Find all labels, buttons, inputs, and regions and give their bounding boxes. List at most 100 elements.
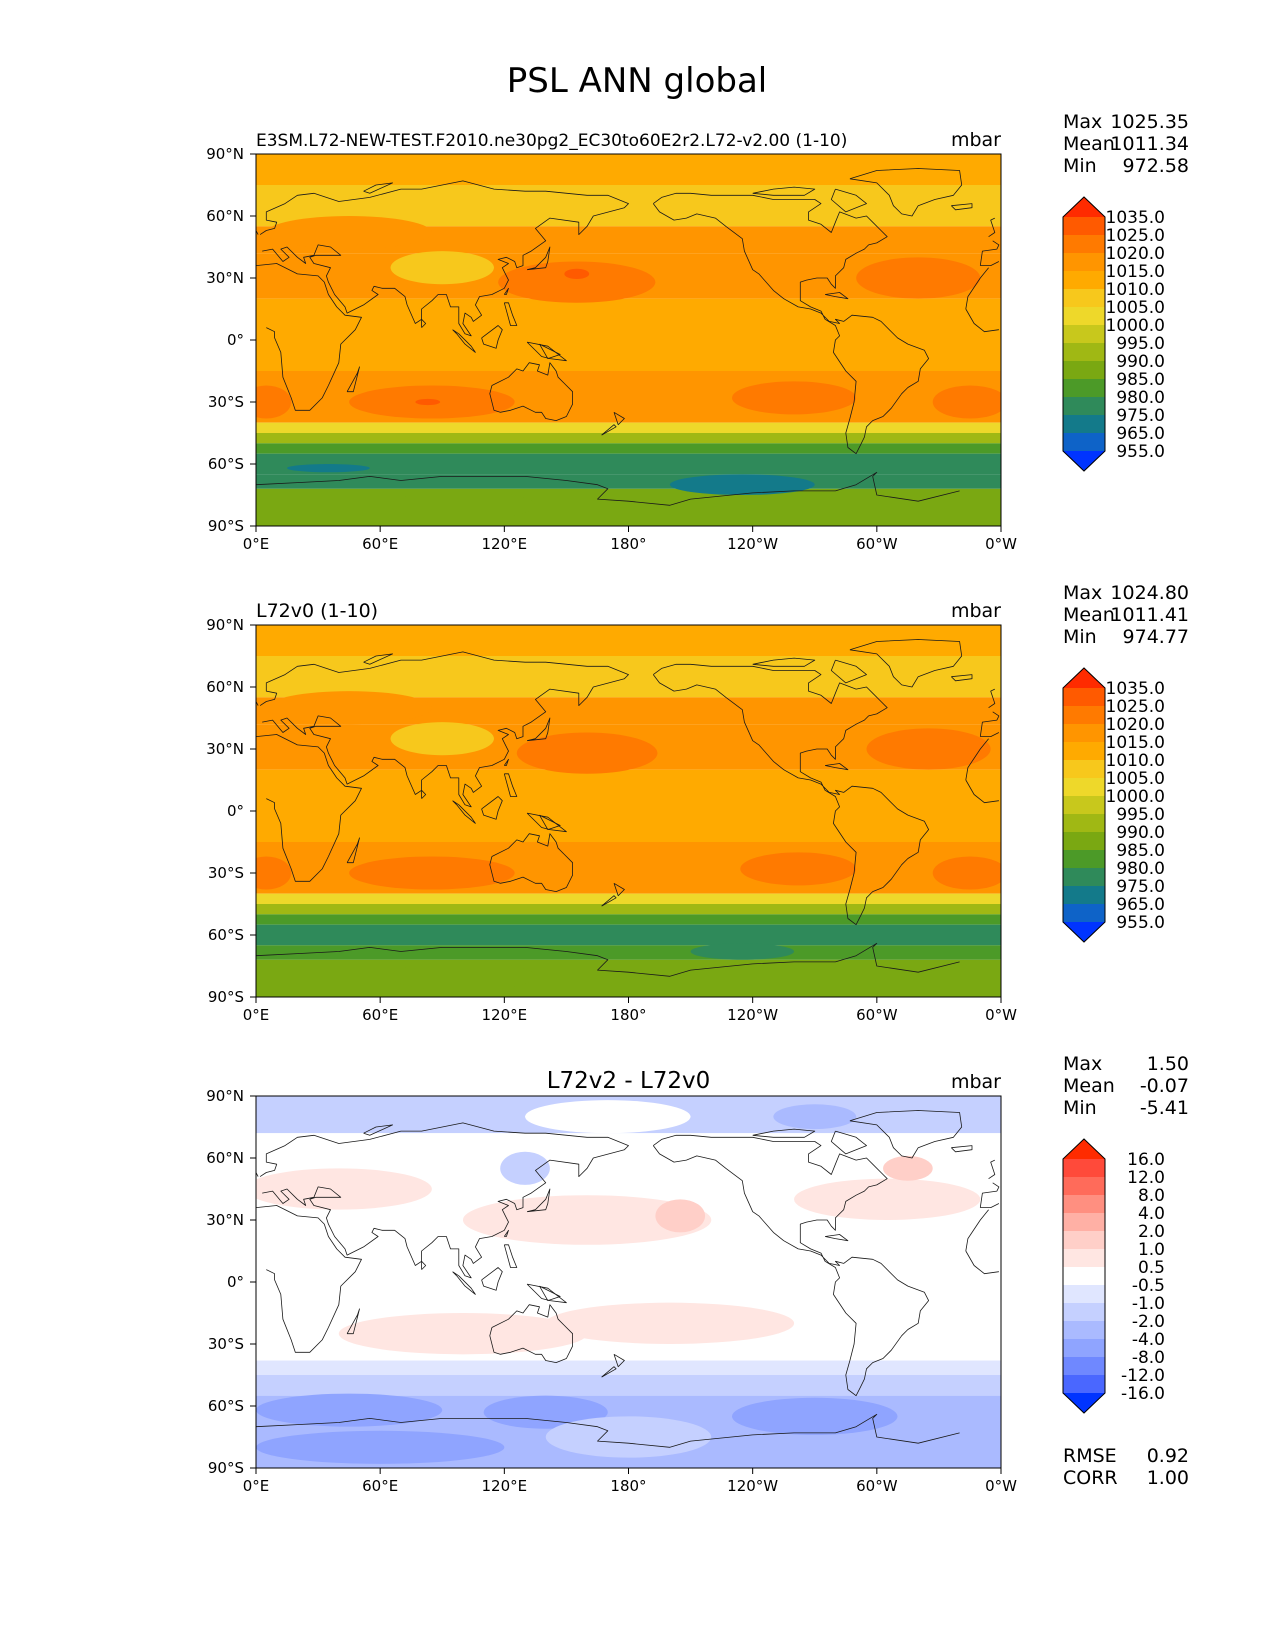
- coastlines: [256, 1110, 1000, 1448]
- lon-tick-label: 120°W: [727, 1006, 778, 1024]
- field-band: [256, 443, 1001, 454]
- lon-tick-label: 180°: [610, 1006, 646, 1024]
- lon-tick-label: 120°W: [727, 535, 778, 553]
- lat-tick-label: 60°N: [206, 678, 244, 696]
- lat-tick-label: 0°: [227, 802, 244, 820]
- field-band: [256, 474, 1001, 489]
- coastline: [421, 1260, 427, 1270]
- coastline: [346, 1308, 360, 1335]
- stat-value: 974.77: [1123, 626, 1189, 648]
- colorbar-bin: [1063, 1231, 1105, 1250]
- coastlines: [256, 168, 1000, 506]
- field-contour-region: [564, 268, 590, 280]
- colorbar-bin: [1063, 307, 1105, 326]
- colorbar-tick-label: 980.0: [1116, 859, 1165, 879]
- field-band: [256, 1375, 1001, 1396]
- field-contour-region: [287, 464, 370, 473]
- colorbar-tick-label: 975.0: [1116, 877, 1165, 897]
- lat-tick-label: 0°: [227, 331, 244, 349]
- colorbar-tick-label: -4.0: [1132, 1330, 1165, 1350]
- lat-tick-label: 30°S: [208, 864, 244, 882]
- panel-reference: 90°N 60°N 30°N 0° 30°S 60°S 90°S0°E 60°E 120°E 18…: [206, 582, 1189, 1024]
- field-contour-region: [525, 1100, 691, 1134]
- colorbar-tick-label: 980.0: [1116, 388, 1165, 408]
- colorbar-tick-label: 965.0: [1116, 424, 1165, 444]
- field-contour-region: [731, 1397, 898, 1435]
- field-contour-region: [669, 474, 815, 495]
- panel-difference: 90°N 60°N 30°N 0° 30°S 60°S 90°S0°E 60°E 120°E 18…: [206, 1053, 1189, 1495]
- colorbar-tick-label: 1.0: [1138, 1240, 1165, 1260]
- colorbar-tick-label: -16.0: [1121, 1384, 1165, 1404]
- coastline: [628, 1413, 960, 1448]
- stat-value: 1011.34: [1110, 133, 1189, 155]
- coastline: [979, 711, 1000, 737]
- lon-tick-label: 60°W: [856, 1006, 898, 1024]
- coastline: [452, 800, 476, 824]
- colorbar-bin: [1063, 1213, 1105, 1232]
- coastline: [489, 1304, 573, 1363]
- field-band: [256, 453, 1001, 475]
- coastline: [830, 188, 867, 213]
- stat-label: RMSE: [1063, 1445, 1117, 1467]
- stat-value: 1024.80: [1110, 582, 1189, 604]
- coastline: [988, 688, 996, 709]
- colorbar-tick-label: 985.0: [1116, 841, 1165, 861]
- coastline: [526, 1283, 567, 1304]
- field-band: [256, 959, 1001, 997]
- field-contour-region: [932, 385, 1001, 419]
- field-contour-region: [390, 251, 494, 285]
- field-contour-region: [256, 1430, 505, 1464]
- coastline: [527, 717, 551, 742]
- colorbar-tick-label: 1015.0: [1106, 733, 1165, 753]
- colorbar-extend-min: [1063, 451, 1105, 471]
- colorbar-tick-label: 995.0: [1116, 805, 1165, 825]
- coastline: [849, 168, 963, 217]
- coastline: [363, 182, 394, 194]
- colorbar-tick-label: 1025.0: [1106, 697, 1165, 717]
- field-band: [256, 298, 1001, 371]
- field-contour-region: [462, 1195, 712, 1245]
- panels: 90°N60°N30°N0°30°S60°S90°S0°E 60°E 120°E 18…: [206, 111, 1189, 1495]
- coastline: [965, 308, 999, 333]
- lat-tick-label: 60°S: [208, 455, 244, 473]
- colorbar-bin: [1063, 1339, 1105, 1358]
- colorbar: 16.012.08.04.02.01.00.5-0.5-1.0-2.0-4.0-…: [1062, 1138, 1165, 1414]
- coastline: [421, 318, 427, 328]
- colorbar-bin: [1063, 760, 1105, 779]
- lon-tick-label: 60°E: [362, 535, 398, 553]
- colorbar-tick-label: 1005.0: [1106, 769, 1165, 789]
- field-contour-region: [856, 257, 981, 299]
- lon-tick-label: 120°W: [727, 1477, 778, 1495]
- coastline: [503, 1229, 509, 1237]
- lat-tick-label: 90°S: [208, 517, 244, 535]
- coastline: [752, 186, 816, 196]
- field-contour-region: [498, 261, 656, 303]
- field-contour-region: [740, 852, 857, 886]
- stat-value: 1.00: [1147, 1467, 1189, 1489]
- coastline: [965, 1209, 989, 1252]
- coastline: [539, 343, 561, 360]
- coastline: [965, 779, 999, 804]
- stat-label: Max: [1063, 582, 1102, 604]
- colorbar-tick-label: 1015.0: [1106, 262, 1165, 282]
- field-band: [256, 488, 1001, 526]
- colorbar-bin: [1063, 850, 1105, 869]
- colorbar-bin: [1063, 1267, 1105, 1286]
- lat-tick-label: 30°S: [208, 1335, 244, 1353]
- coastline: [526, 812, 567, 833]
- field-contour-region: [390, 722, 494, 756]
- map-field: [256, 154, 1001, 526]
- coastline: [256, 263, 362, 411]
- coastline: [965, 267, 989, 310]
- field-contour-region: [390, 490, 536, 520]
- colorbar-tick-label: 2.0: [1138, 1222, 1165, 1242]
- colorbar-bin: [1063, 433, 1105, 452]
- field-band: [256, 893, 1001, 904]
- colorbar-tick-label: 1000.0: [1106, 316, 1165, 336]
- stat-label: Min: [1063, 626, 1097, 648]
- colorbar-bin: [1063, 688, 1105, 707]
- field-contour-region: [349, 856, 515, 890]
- figure-title: PSL ANN global: [507, 61, 767, 101]
- coastline: [628, 942, 960, 977]
